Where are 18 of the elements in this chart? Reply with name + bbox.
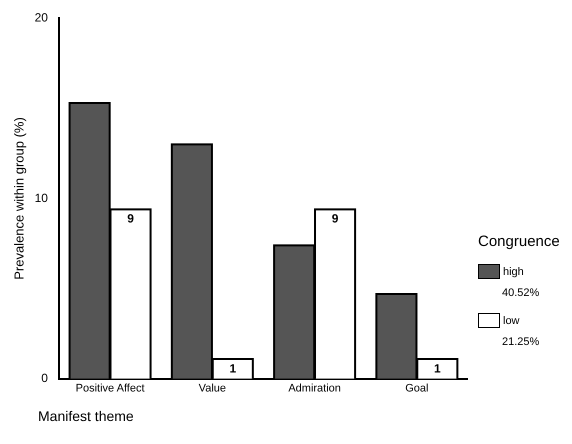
x-tick-label: Goal [405,382,428,394]
x-tick-label: Admiration [288,382,341,394]
x-tick-label: Positive Affect [76,382,145,394]
text: 21.25% [502,336,540,348]
y-tick-label: 10 [34,190,48,205]
text: low [503,314,520,326]
y-tick-label: 20 [34,10,48,25]
data-label: 1 [434,361,441,376]
data-label: 9 [127,212,134,226]
x-tick-label: Value [198,382,226,394]
y-axis-title: Prevalence within group (%) [11,117,26,280]
y-tick-label: 0 [41,371,48,386]
data-label: 9 [332,212,339,226]
legend-label: high [503,266,524,278]
x-axis-title: Manifest theme [38,408,134,424]
text: 40.52% [502,287,540,299]
legend-title: Congruence [478,233,560,250]
data-label: 1 [229,361,236,376]
